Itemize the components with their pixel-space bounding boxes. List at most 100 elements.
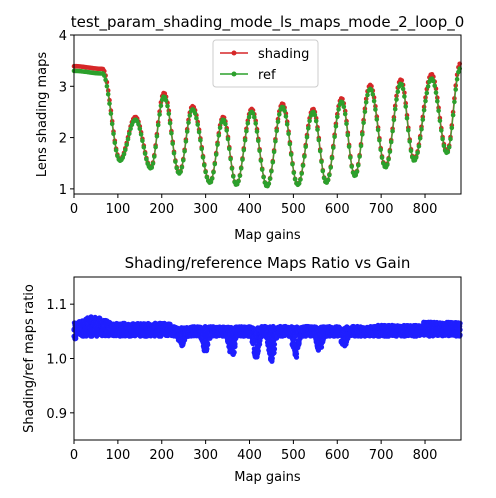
series-ref-point [433, 90, 439, 95]
series-ref-point [304, 134, 310, 140]
series-ref-point [170, 141, 175, 146]
series-ref-point [123, 147, 128, 153]
chart1-x-tick-label: 500 [281, 202, 306, 217]
series-ref-point [171, 150, 177, 156]
ratio-point [255, 348, 261, 354]
chart1-x-tick-label: 700 [369, 202, 394, 217]
series-ref-point [181, 158, 186, 163]
chart2-x-tick-label: 200 [149, 448, 174, 463]
series-ref-point [267, 176, 273, 181]
series-ref-point [420, 117, 426, 122]
ratio-point [457, 332, 463, 338]
series-ref-point [266, 181, 272, 187]
series-ref-point [236, 178, 241, 184]
series-ref-point [284, 122, 290, 127]
series-ref-point [450, 112, 456, 118]
series-ref-point [425, 84, 431, 89]
chart2-y-tick-label: 0.9 [46, 407, 67, 422]
series-shading-point [399, 78, 405, 83]
series-ref-point [400, 86, 406, 92]
series-ref-point [317, 148, 323, 154]
series-ref-point [371, 98, 377, 104]
series-ref-point [287, 141, 293, 147]
series-ref-point [296, 181, 302, 186]
series-ref-point [153, 144, 158, 150]
series-ref-point [435, 98, 440, 104]
chart2-x-tick-label: 700 [369, 448, 394, 463]
series-ref-point [286, 131, 291, 136]
series-ref-point [423, 98, 428, 104]
chart1-y-tick-label: 4 [59, 29, 67, 44]
series-ref-point [341, 104, 347, 109]
series-ref-point [238, 166, 244, 171]
ratio-point [271, 350, 277, 356]
series-ref-point [407, 139, 413, 144]
chart1-series-group [71, 61, 463, 189]
series-ref-point [283, 114, 289, 119]
series-ref-point [125, 136, 131, 142]
chart1-x-axis-label: Map gains [234, 228, 301, 243]
series-ref-point [231, 174, 236, 179]
series-ref-point [441, 143, 447, 149]
series-ref-point [391, 117, 397, 123]
series-ref-point [436, 108, 441, 114]
series-ref-point [440, 136, 445, 142]
series-ref-point [290, 162, 295, 167]
series-ref-point [439, 128, 444, 133]
series-ref-point [174, 165, 179, 171]
series-ref-point [259, 167, 265, 172]
series-ref-point [169, 131, 174, 136]
series-ref-point [250, 111, 256, 116]
series-ref-point [446, 145, 452, 150]
series-ref-point [377, 137, 382, 143]
series-ref-point [387, 149, 393, 154]
series-ref-point [395, 89, 401, 94]
series-ref-point [271, 149, 277, 155]
series-ref-point [360, 132, 365, 137]
series-ref-point [319, 159, 324, 164]
series-ref-point [179, 165, 185, 170]
series-ref-point [416, 144, 422, 149]
series-ref-point [394, 97, 399, 102]
series-ref-point [385, 162, 390, 167]
legend-marker [231, 71, 237, 77]
series-ref-point [349, 164, 355, 169]
series-ref-point [327, 172, 332, 178]
series-ref-point [406, 127, 411, 133]
series-ref-point [223, 121, 228, 127]
series-ref-point [115, 153, 120, 159]
series-ref-point [403, 104, 409, 109]
chart1-legend: shading ref [212, 39, 319, 88]
series-ref-point [291, 170, 297, 175]
ratio-point [271, 341, 278, 347]
series-ref-point [299, 171, 305, 176]
series-ref-point [112, 140, 118, 145]
series-ref-point [332, 134, 337, 140]
series-ref-point [253, 121, 258, 126]
series-ref-point [453, 87, 459, 92]
series-ref-point [300, 163, 306, 168]
series-ref-point [329, 155, 335, 161]
series-ref-point [203, 169, 208, 175]
chart1-y-axis-label: Lens shading maps [35, 52, 50, 178]
series-ref-point [454, 76, 460, 82]
series-ref-point [316, 137, 322, 143]
chart1-x-tick-label: 100 [105, 202, 130, 217]
series-ref-point [275, 119, 281, 125]
series-ref-point [288, 152, 294, 157]
chart1-x-tick-label: 300 [193, 202, 218, 217]
series-ref-point [369, 88, 374, 93]
series-ref-point [225, 136, 231, 142]
chart2-y-axis-label: Shading/ref maps ratio [22, 284, 37, 433]
series-ref-point [254, 129, 260, 134]
series-ref-point [313, 118, 319, 124]
series-ref-point [413, 155, 419, 160]
series-ref-point [242, 137, 248, 143]
series-ref-point [335, 114, 340, 120]
series-ref-point [224, 128, 229, 133]
series-ref-point [370, 92, 376, 97]
series-ref-point [273, 138, 278, 144]
series-ref-point [173, 159, 178, 164]
series-ref-point [269, 169, 274, 174]
chart1-x-tick-label: 800 [413, 202, 438, 217]
